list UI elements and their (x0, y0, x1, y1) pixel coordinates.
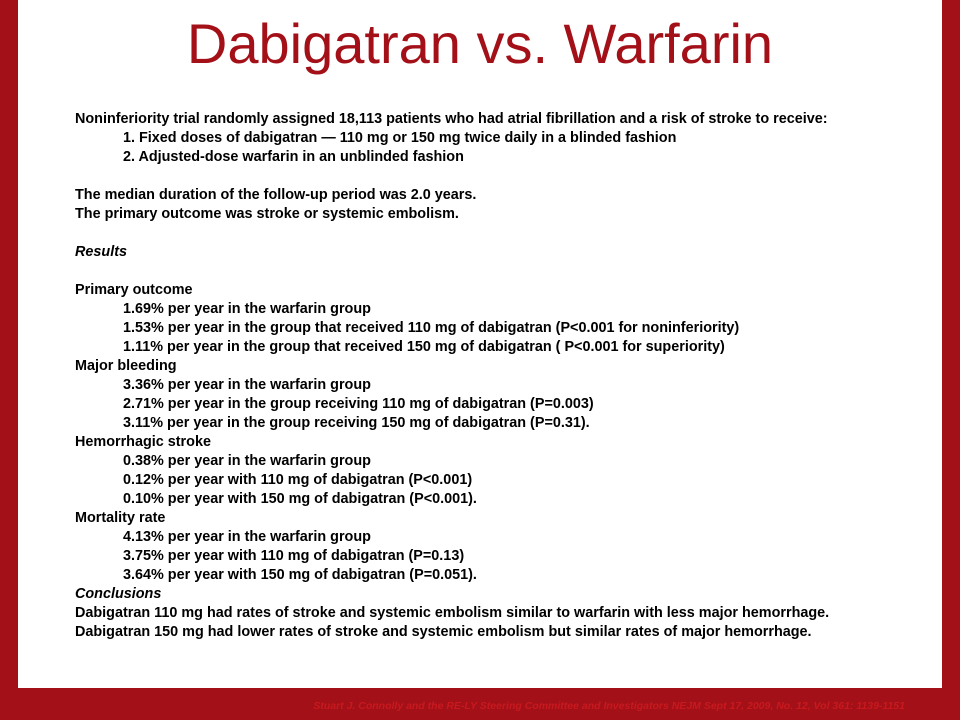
outcome-heading: Primary outcome (75, 282, 193, 298)
citation-footer: Stuart J. Connolly and the RE-LY Steerin… (313, 700, 905, 712)
outcome-item: 3.64% per year with 150 mg of dabigatran… (123, 567, 477, 583)
conclusions-heading: Conclusions (75, 586, 162, 602)
outcome-item: 0.12% per year with 110 mg of dabigatran… (123, 472, 473, 488)
outcome-item: 0.10% per year with 150 mg of dabigatran… (123, 491, 477, 507)
slide-title: Dabigatran vs. Warfarin (186, 12, 774, 75)
slide-panel: Dabigatran vs. Warfarin Noninferiority t… (18, 0, 942, 688)
outcome-heading: Major bleeding (75, 358, 177, 374)
trial-intro: Noninferiority trial randomly assigned 1… (75, 111, 828, 127)
arm-item: 2. Adjusted-dose warfarin in an unblinde… (123, 149, 464, 165)
outcome-heading: Hemorrhagic stroke (75, 434, 211, 450)
outcome-item: 3.11% per year in the group receiving 15… (123, 415, 590, 431)
outcome-item: 1.53% per year in the group that receive… (123, 320, 740, 336)
followup-text: The median duration of the follow-up per… (75, 187, 477, 203)
conclusion-item: Dabigatran 110 mg had rates of stroke an… (75, 605, 830, 621)
outcome-item: 1.11% per year in the group that receive… (123, 339, 725, 355)
outcome-item: 2.71% per year in the group receiving 11… (123, 396, 594, 412)
outcome-item: 3.75% per year with 110 mg of dabigatran… (123, 548, 465, 564)
spacer (75, 167, 935, 186)
outcome-item: 3.36% per year in the warfarin group (123, 377, 371, 393)
outcome-item: 4.13% per year in the warfarin group (123, 529, 371, 545)
spacer (75, 224, 935, 243)
outcome-item: 1.69% per year in the warfarin group (123, 301, 371, 317)
slide-content: Noninferiority trial randomly assigned 1… (75, 110, 935, 642)
spacer (75, 262, 935, 281)
primary-outcome-definition: The primary outcome was stroke or system… (75, 206, 459, 222)
outcome-item: 0.38% per year in the warfarin group (123, 453, 371, 469)
results-heading: Results (75, 244, 127, 260)
conclusion-item: Dabigatran 150 mg had lower rates of str… (75, 624, 812, 640)
arm-item: 1. Fixed doses of dabigatran — 110 mg or… (123, 130, 677, 146)
outcome-heading: Mortality rate (75, 510, 166, 526)
